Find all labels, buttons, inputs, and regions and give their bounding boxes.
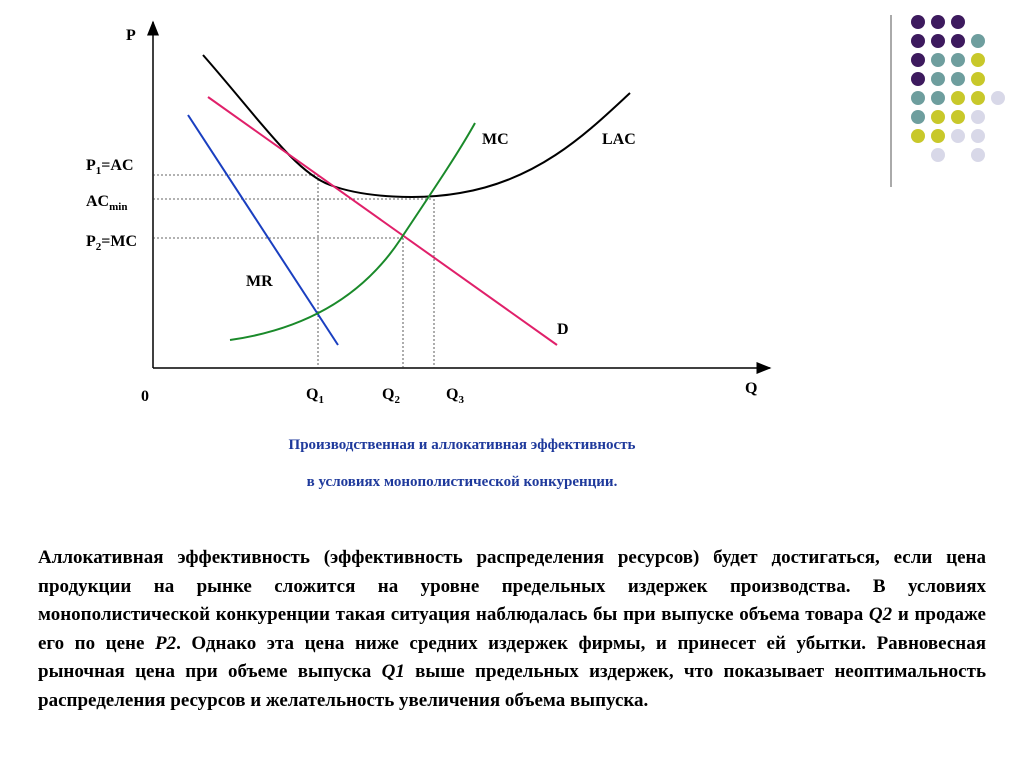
label-sub: 1 [96, 165, 102, 177]
label-sub: min [109, 201, 127, 213]
dot [911, 91, 925, 105]
label-base: P [86, 157, 96, 174]
paragraph-segment: P2 [154, 632, 177, 654]
label-base: AC [86, 193, 109, 210]
label-tail: =MC [101, 233, 137, 250]
mr-curve [187, 114, 339, 346]
lac-curve [202, 54, 631, 198]
paragraph-segment: выше предельных издержек, что показывает… [38, 661, 986, 711]
dot [971, 91, 985, 105]
paragraph-segment: Аллокативная эффективность (эффективност… [38, 547, 986, 625]
dot [951, 72, 965, 86]
mc-curve [229, 122, 476, 341]
dot [931, 110, 945, 124]
label-base: Q [446, 386, 458, 403]
paragraph-segment: . Однако эта цена ниже средних издержек … [38, 632, 986, 683]
dot [911, 15, 925, 29]
dot [911, 110, 925, 124]
label-sub: 2 [96, 241, 102, 253]
dot [911, 34, 925, 48]
x-axis-label: Q [745, 380, 757, 397]
caption-line: в условиях монополистической конкуренции… [307, 474, 618, 490]
mc-label: MC [482, 131, 509, 148]
dot [931, 53, 945, 67]
label-sub: 2 [394, 394, 400, 406]
label-sub: 1 [318, 394, 324, 406]
dot [931, 34, 945, 48]
dot [971, 72, 985, 86]
decor-dots [911, 15, 1005, 162]
dot [931, 91, 945, 105]
lac-label: LAC [602, 131, 636, 148]
paragraph-segment: и продаже его по цене [38, 604, 986, 654]
d-curve [207, 96, 558, 346]
y-level-label: P2=MC [86, 233, 137, 253]
dot [931, 15, 945, 29]
dot [911, 72, 925, 86]
dot [911, 53, 925, 67]
dot [971, 53, 985, 67]
dot [951, 129, 965, 143]
dot [971, 148, 985, 162]
dot [971, 110, 985, 124]
paragraph: Аллокативная эффективность (эффективност… [38, 544, 986, 715]
dot [971, 129, 985, 143]
x-level-label: Q1 [306, 386, 324, 406]
dot [931, 148, 945, 162]
dot [991, 91, 1005, 105]
label-base: P [86, 233, 96, 250]
dot [951, 15, 965, 29]
dot [951, 110, 965, 124]
paragraph-segment: Q1 [381, 661, 405, 682]
x-level-label: Q2 [382, 386, 400, 406]
label-sub: 3 [458, 394, 464, 406]
dot [971, 34, 985, 48]
dot [931, 129, 945, 143]
mr-label: MR [246, 273, 273, 290]
caption-line: Производственная и аллокативная эффектив… [289, 437, 636, 453]
dot [951, 34, 965, 48]
label-tail: =AC [101, 157, 133, 174]
label-base: Q [382, 386, 394, 403]
dot [951, 53, 965, 67]
diagram: P Q 0 MR MC LAC D Производственная и алл… [86, 15, 1005, 490]
d-label: D [557, 321, 569, 338]
guides [153, 174, 435, 368]
origin-label: 0 [141, 388, 149, 405]
label-base: Q [306, 386, 318, 403]
dot [951, 91, 965, 105]
paragraph-segment: Q2 [868, 604, 893, 625]
dot [911, 129, 925, 143]
x-level-label: Q3 [446, 386, 464, 406]
y-level-label: P1=AC [86, 157, 134, 177]
y-level-label: ACmin [86, 193, 127, 213]
dot [931, 72, 945, 86]
y-axis-label: P [126, 27, 136, 44]
